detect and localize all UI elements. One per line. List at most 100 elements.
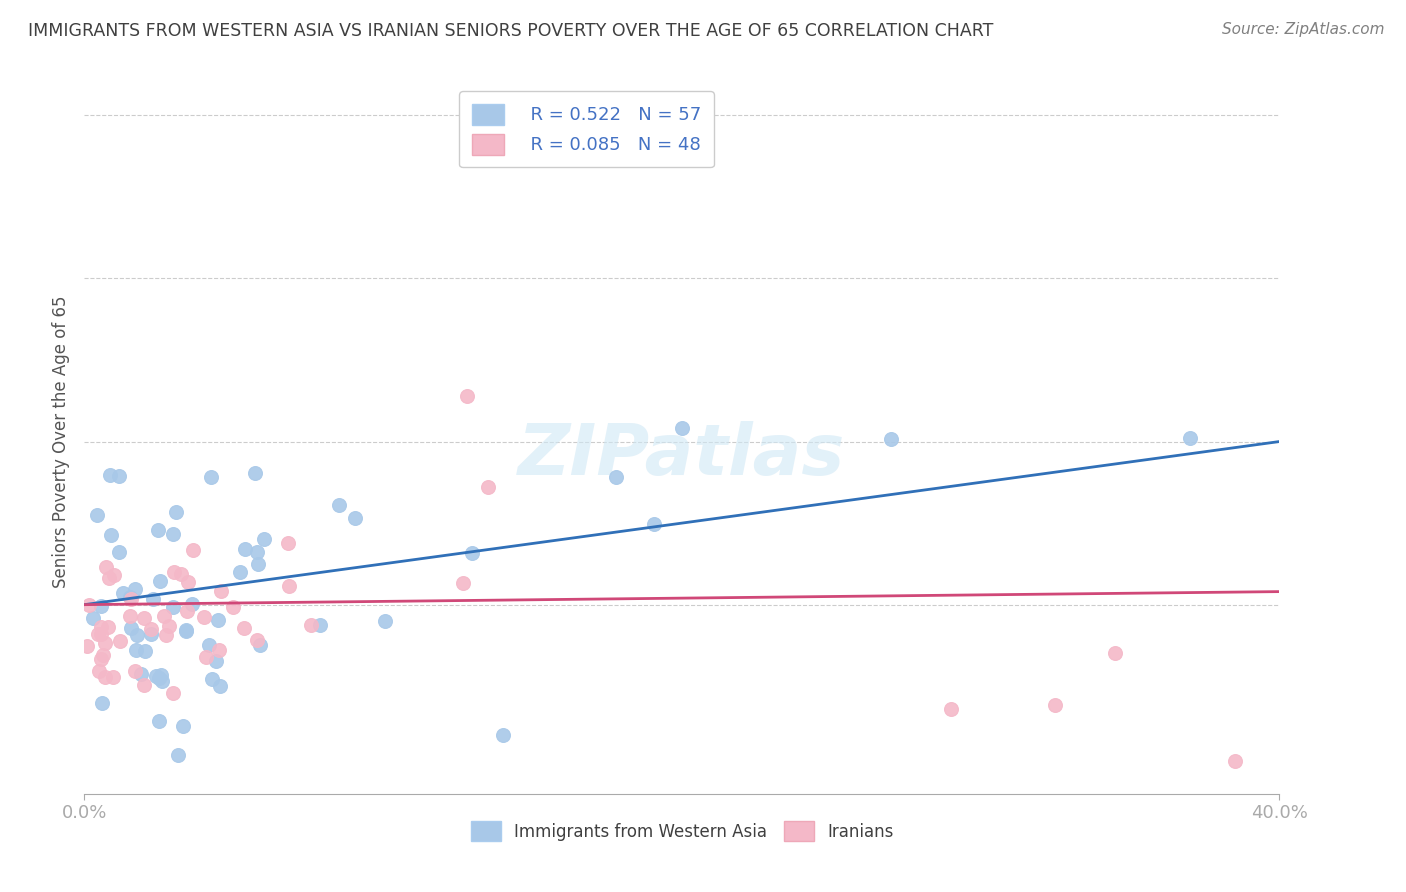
Point <box>246 558 269 572</box>
Point <box>246 633 269 648</box>
Point <box>91 648 114 662</box>
Point <box>145 669 167 683</box>
Point <box>86 626 108 640</box>
Point <box>308 618 330 632</box>
Point <box>167 747 190 762</box>
Point <box>142 591 165 606</box>
Point <box>148 523 170 537</box>
Point <box>1104 646 1126 660</box>
Point <box>181 542 204 557</box>
Point <box>197 638 219 652</box>
Point <box>162 686 184 700</box>
Point <box>451 576 474 591</box>
Point <box>124 643 146 657</box>
Point <box>222 600 245 615</box>
Point <box>277 579 299 593</box>
Point <box>125 628 148 642</box>
Point <box>209 584 232 599</box>
Point <box>120 621 142 635</box>
Point <box>108 634 131 648</box>
Point <box>477 480 499 494</box>
Point <box>456 389 478 403</box>
Point <box>86 508 108 522</box>
Point <box>208 679 231 693</box>
Point <box>108 469 131 483</box>
Point <box>207 613 229 627</box>
Point <box>201 673 224 687</box>
Point <box>124 664 146 678</box>
Point <box>176 604 198 618</box>
Point <box>1178 431 1201 445</box>
Point <box>139 622 162 636</box>
Point <box>492 728 515 742</box>
Point <box>97 619 120 633</box>
Point <box>159 618 181 632</box>
Point <box>939 702 962 716</box>
Point <box>233 621 256 635</box>
Point <box>245 467 267 481</box>
Point <box>134 644 156 658</box>
Point <box>112 586 135 600</box>
Text: IMMIGRANTS FROM WESTERN ASIA VS IRANIAN SENIORS POVERTY OVER THE AGE OF 65 CORRE: IMMIGRANTS FROM WESTERN ASIA VS IRANIAN … <box>28 22 994 40</box>
Point <box>605 470 627 484</box>
Y-axis label: Seniors Poverty Over the Age of 65: Seniors Poverty Over the Age of 65 <box>52 295 70 588</box>
Point <box>148 672 170 686</box>
Point <box>328 498 350 512</box>
Point <box>149 667 172 681</box>
Point <box>233 542 256 557</box>
Point <box>90 599 112 613</box>
Point <box>165 505 187 519</box>
Point <box>108 545 131 559</box>
Point <box>98 468 121 483</box>
Text: Source: ZipAtlas.com: Source: ZipAtlas.com <box>1222 22 1385 37</box>
Point <box>643 516 665 531</box>
Point <box>163 565 186 579</box>
Point <box>200 470 222 484</box>
Point <box>94 635 117 649</box>
Point <box>176 624 198 638</box>
Point <box>103 670 125 684</box>
Point <box>277 536 299 550</box>
Point <box>132 611 155 625</box>
Point <box>374 614 396 628</box>
Point <box>205 654 228 668</box>
Point <box>153 608 176 623</box>
Point <box>82 611 104 625</box>
Point <box>193 609 215 624</box>
Point <box>880 432 903 446</box>
Point <box>208 643 231 657</box>
Point <box>170 566 193 581</box>
Point <box>181 597 204 611</box>
Text: ZIPatlas: ZIPatlas <box>519 421 845 490</box>
Point <box>118 590 141 604</box>
Point <box>461 546 484 560</box>
Point <box>172 718 194 732</box>
Point <box>90 627 112 641</box>
Point <box>249 639 271 653</box>
Point <box>134 678 156 692</box>
Point <box>141 627 163 641</box>
Point <box>129 666 152 681</box>
Point <box>77 599 100 613</box>
Point <box>90 620 112 634</box>
Point <box>103 568 125 582</box>
Point <box>1223 754 1246 768</box>
Point <box>94 670 117 684</box>
Point <box>155 628 177 642</box>
Point <box>90 696 112 710</box>
Point <box>162 600 184 615</box>
Point <box>176 575 198 590</box>
Point <box>76 639 98 653</box>
Point <box>253 532 276 546</box>
Point <box>194 650 217 665</box>
Point <box>120 592 142 607</box>
Point <box>671 421 693 435</box>
Point <box>149 574 172 589</box>
Point <box>124 582 146 597</box>
Point <box>150 673 173 688</box>
Point <box>1045 698 1067 713</box>
Point <box>100 528 122 542</box>
Point <box>89 664 111 678</box>
Point <box>148 714 170 728</box>
Point <box>228 565 250 579</box>
